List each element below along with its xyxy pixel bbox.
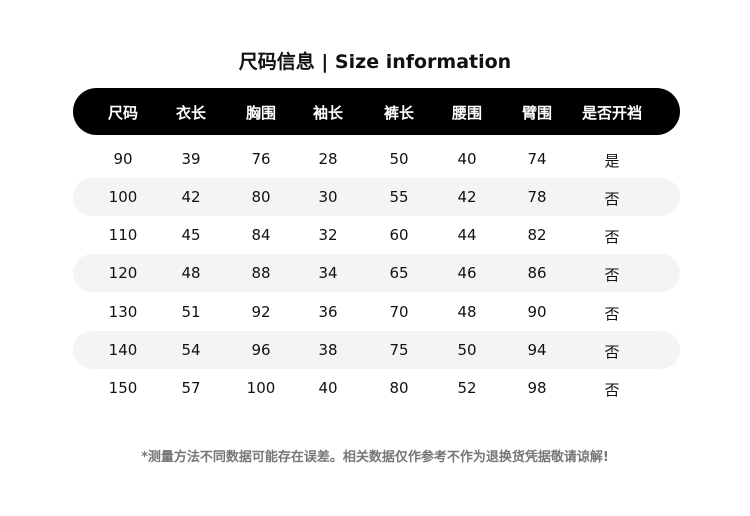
table-cell: 36 (318, 303, 338, 321)
table-row: 120 48 88 34 65 46 86 否 (73, 254, 680, 292)
table-cell: 是 (604, 152, 620, 170)
table-cell: 120 (108, 264, 138, 282)
table-cell: 94 (527, 341, 547, 359)
table-cell: 76 (251, 150, 271, 168)
table-cell: 110 (108, 226, 138, 244)
table-cell: 57 (181, 379, 201, 397)
table-row: 140 54 96 38 75 50 94 否 (73, 331, 680, 369)
table-cell: 32 (318, 226, 338, 244)
table-cell: 86 (527, 264, 547, 282)
column-header: 袖长 (312, 104, 343, 122)
table-cell: 80 (389, 379, 409, 397)
table-cell: 否 (604, 266, 620, 284)
table-cell: 42 (181, 188, 201, 206)
table-cell: 88 (251, 264, 271, 282)
table-cell: 39 (181, 150, 201, 168)
table-cell: 48 (181, 264, 201, 282)
table-cell: 74 (527, 150, 547, 168)
table-cell: 48 (457, 303, 477, 321)
disclaimer-note: *测量方法不同数据可能存在误差。相关数据仅作参考不作为退换货凭据敬请谅解! (141, 450, 609, 465)
table-cell: 28 (318, 150, 338, 168)
table-cell: 98 (527, 379, 547, 397)
column-header: 腰围 (451, 104, 482, 122)
table-cell: 140 (108, 341, 138, 359)
table-cell: 否 (604, 343, 620, 361)
table-cell: 84 (251, 226, 271, 244)
table-row: 110 45 84 32 60 44 82 否 (73, 216, 680, 254)
table-cell: 55 (389, 188, 409, 206)
table-cell: 51 (181, 303, 201, 321)
table-cell: 50 (457, 341, 477, 359)
table-cell: 82 (527, 226, 547, 244)
table-cell: 150 (108, 379, 138, 397)
table-cell: 否 (604, 305, 620, 323)
table-row: 90 39 76 28 50 40 74 是 (73, 140, 680, 178)
column-header: 尺码 (107, 104, 138, 122)
table-row: 150 57 100 40 80 52 98 否 (73, 369, 680, 407)
table-cell: 44 (457, 226, 477, 244)
table-cell: 40 (318, 379, 338, 397)
table-cell: 92 (251, 303, 271, 321)
table-row: 100 42 80 30 55 42 78 否 (73, 178, 680, 216)
table-cell: 75 (389, 341, 409, 359)
table-cell: 否 (604, 228, 620, 246)
column-header: 是否开裆 (581, 104, 642, 122)
table-cell: 30 (318, 188, 338, 206)
column-header: 裤长 (383, 104, 414, 122)
table-cell: 96 (251, 341, 271, 359)
column-header: 衣长 (175, 104, 206, 122)
table-cell: 50 (389, 150, 409, 168)
page-title: 尺码信息 | Size information (238, 51, 512, 73)
table-cell: 90 (113, 150, 133, 168)
table-cell: 38 (318, 341, 338, 359)
table-cell: 100 (246, 379, 276, 397)
table-cell: 70 (389, 303, 409, 321)
table-cell: 否 (604, 381, 620, 399)
table-cell: 100 (108, 188, 138, 206)
table-cell: 90 (527, 303, 547, 321)
column-header: 胸围 (245, 104, 276, 122)
table-cell: 130 (108, 303, 138, 321)
table-cell: 42 (457, 188, 477, 206)
table-cell: 54 (181, 341, 201, 359)
table-cell: 否 (604, 190, 620, 208)
table-cell: 45 (181, 226, 201, 244)
table-cell: 78 (527, 188, 547, 206)
table-header: 尺码 衣长 胸围 袖长 裤长 腰围 臂围 是否开裆 (73, 88, 680, 135)
table-cell: 65 (389, 264, 409, 282)
table-row: 130 51 92 36 70 48 90 否 (73, 293, 680, 331)
table-cell: 52 (457, 379, 477, 397)
table-cell: 60 (389, 226, 409, 244)
table-cell: 46 (457, 264, 477, 282)
table-cell: 34 (318, 264, 338, 282)
table-cell: 80 (251, 188, 271, 206)
column-header: 臂围 (521, 104, 552, 122)
table-cell: 40 (457, 150, 477, 168)
